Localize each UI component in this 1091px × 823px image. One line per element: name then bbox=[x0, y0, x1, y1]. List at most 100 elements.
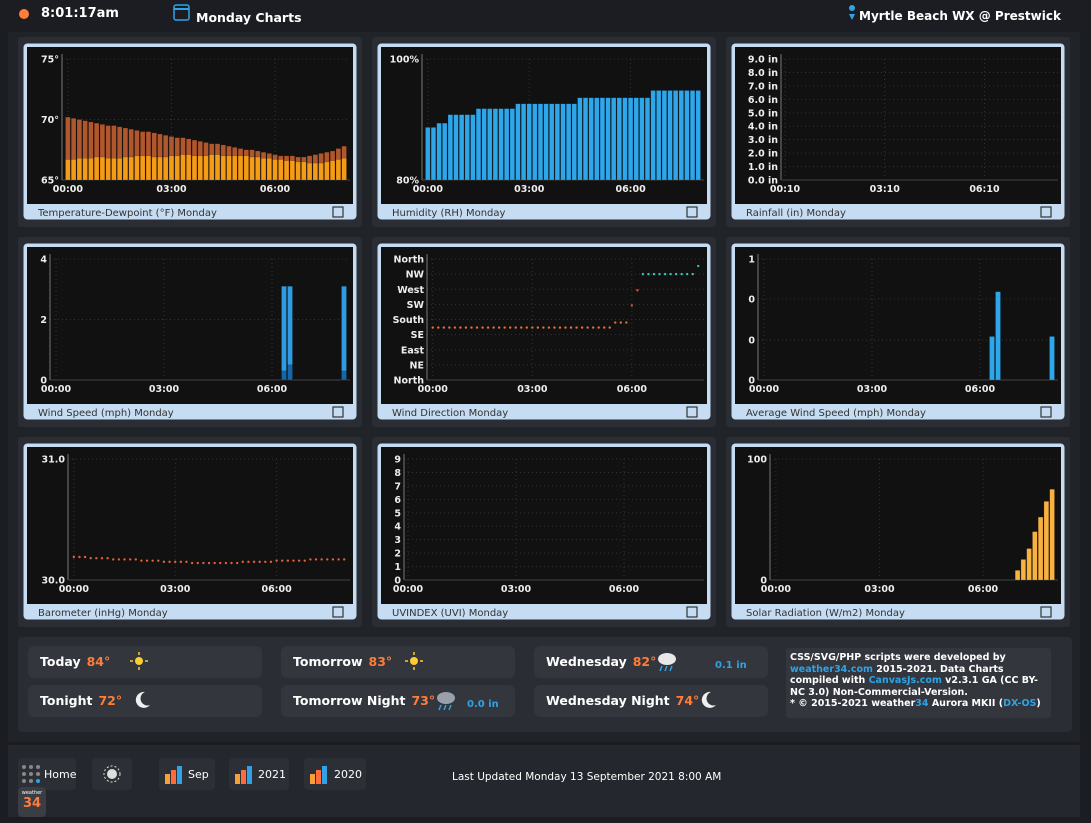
link[interactable]: weather34.com bbox=[790, 663, 873, 675]
dot bbox=[320, 558, 323, 561]
y-tick-label: 1 bbox=[394, 562, 401, 573]
moon-icon bbox=[701, 691, 716, 708]
bar bbox=[481, 108, 487, 181]
bar bbox=[266, 157, 272, 181]
dot bbox=[597, 326, 600, 329]
bar bbox=[168, 155, 175, 181]
chart-bg bbox=[735, 447, 1061, 604]
x-tick-label: 06:00 bbox=[260, 184, 291, 195]
dot bbox=[437, 326, 440, 329]
expand-icon[interactable] bbox=[332, 406, 344, 418]
dot bbox=[453, 326, 457, 329]
bar bbox=[140, 155, 146, 181]
dot bbox=[224, 561, 228, 565]
bar bbox=[515, 103, 521, 181]
expand-icon[interactable] bbox=[332, 606, 344, 618]
bar bbox=[504, 108, 510, 181]
dot bbox=[525, 326, 528, 329]
bar bbox=[260, 157, 267, 181]
dot bbox=[247, 560, 250, 564]
bar bbox=[243, 155, 249, 181]
dot bbox=[614, 321, 617, 324]
year-button[interactable]: 2020 bbox=[304, 758, 366, 790]
bar bbox=[458, 114, 465, 181]
y-tick-label: 65° bbox=[41, 176, 59, 187]
bar bbox=[566, 103, 572, 181]
y-tick-label: 4 bbox=[40, 255, 47, 266]
y-tick-label: South bbox=[393, 315, 425, 326]
bar bbox=[329, 160, 336, 181]
bar bbox=[93, 156, 100, 181]
bar bbox=[191, 155, 198, 181]
bar bbox=[470, 114, 476, 181]
bar bbox=[122, 156, 129, 181]
y-tick-label: 0 bbox=[748, 336, 755, 347]
home-button[interactable]: Home bbox=[18, 758, 76, 790]
dot bbox=[497, 326, 501, 329]
x-tick-label: 06:00 bbox=[609, 584, 640, 595]
dot bbox=[575, 326, 578, 329]
expand-icon[interactable] bbox=[686, 206, 698, 218]
y-tick-label: 70° bbox=[41, 115, 59, 126]
y-tick-label: 1 bbox=[748, 255, 755, 266]
bar bbox=[226, 155, 232, 181]
y-tick-label: 2.0 in bbox=[748, 149, 778, 160]
x-tick-label: 03:00 bbox=[160, 584, 191, 595]
bar bbox=[520, 103, 527, 181]
y-tick-label: 9 bbox=[394, 455, 401, 466]
x-tick-label: 00:10 bbox=[770, 184, 801, 195]
bar bbox=[289, 160, 295, 181]
bar bbox=[281, 285, 287, 381]
dot bbox=[286, 559, 290, 562]
expand-icon[interactable] bbox=[332, 206, 344, 218]
chart-panel: Humidity (RH) Monday 80% 100% 00:00 03:00 06:… bbox=[372, 37, 716, 227]
theme-button[interactable] bbox=[92, 758, 132, 790]
bar bbox=[532, 103, 538, 181]
dot bbox=[72, 555, 76, 559]
dot bbox=[486, 326, 490, 329]
expand-icon[interactable] bbox=[1040, 206, 1052, 218]
chart-bg bbox=[735, 47, 1061, 204]
dot bbox=[213, 561, 216, 565]
chart-caption: Solar Radiation (W/m2) Monday bbox=[746, 608, 905, 619]
dot bbox=[258, 560, 261, 564]
dot bbox=[303, 559, 306, 562]
dot bbox=[669, 272, 672, 276]
link[interactable]: CanvasJs.com bbox=[868, 675, 942, 686]
x-tick-label: 03:00 bbox=[864, 584, 895, 595]
x-tick-label: 03:00 bbox=[156, 184, 187, 195]
x-tick-label: 06:00 bbox=[257, 384, 288, 395]
bar bbox=[689, 90, 696, 181]
bar bbox=[341, 370, 347, 381]
chart-bg bbox=[27, 447, 353, 604]
bar bbox=[611, 97, 617, 181]
dot bbox=[603, 326, 606, 329]
month-button[interactable]: Sep bbox=[159, 758, 215, 790]
bar bbox=[430, 127, 437, 181]
dot bbox=[309, 558, 312, 561]
link[interactable]: DX-OS bbox=[1003, 698, 1037, 709]
bar bbox=[1014, 570, 1021, 581]
bar bbox=[318, 162, 324, 181]
x-tick-label: 06:00 bbox=[968, 584, 999, 595]
year-button[interactable]: 2021 bbox=[229, 758, 289, 790]
bar bbox=[560, 103, 566, 181]
expand-icon[interactable] bbox=[686, 406, 698, 418]
x-tick-label: 03:00 bbox=[517, 384, 548, 395]
y-tick-label: 8 bbox=[394, 468, 401, 479]
y-tick-label: 5.0 in bbox=[748, 108, 778, 119]
bar bbox=[174, 155, 180, 181]
y-tick-label: 4.0 in bbox=[748, 122, 778, 133]
expand-icon[interactable] bbox=[686, 606, 698, 618]
y-tick-label: 9.0 in bbox=[748, 55, 778, 66]
bar bbox=[65, 159, 71, 181]
x-tick-label: 06:00 bbox=[965, 384, 996, 395]
expand-icon[interactable] bbox=[1040, 606, 1052, 618]
bar bbox=[436, 122, 442, 181]
x-tick-label: 03:00 bbox=[149, 384, 180, 395]
chart-panel: Average Wind Speed (mph) Monday 0 0 0 1 00:00… bbox=[726, 237, 1070, 427]
bar bbox=[661, 90, 668, 181]
dot bbox=[140, 559, 143, 562]
expand-icon[interactable] bbox=[1040, 406, 1052, 418]
dot bbox=[531, 326, 534, 329]
